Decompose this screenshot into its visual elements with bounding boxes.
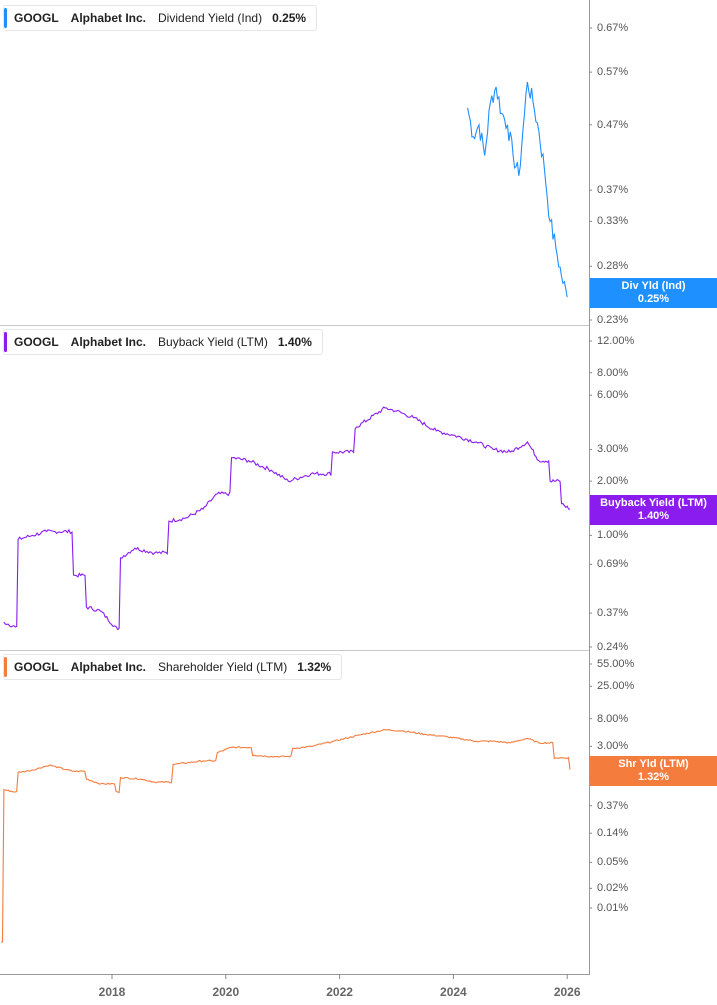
y-tick-label: 0.37%: [597, 799, 629, 812]
y-tick-label: 0.37%: [597, 184, 629, 197]
last-value-tag-shareholder: Shr Yld (LTM) 1.32%: [590, 756, 717, 786]
dividend-yield-line: [467, 81, 568, 298]
y-tick-label: 25.00%: [597, 680, 635, 693]
metric-label: Buyback Yield (LTM): [158, 335, 268, 349]
company-label: Alphabet Inc.: [70, 660, 147, 674]
y-tick-label: 0.33%: [597, 215, 629, 228]
y-tick-label: 1.00%: [597, 529, 629, 542]
last-value-tag-dividend: Div Yld (Ind) 0.25%: [590, 278, 717, 308]
y-tick-label: 0.57%: [597, 66, 629, 79]
y-tick-label: 0.05%: [597, 856, 629, 869]
x-tick-label: 2024: [440, 985, 467, 999]
y-tick-label: 0.47%: [597, 118, 629, 131]
y-tick-label: 0.69%: [597, 558, 629, 571]
last-value-tag-buyback: Buyback Yield (LTM) 1.40%: [590, 495, 717, 525]
y-tick-label: 8.00%: [597, 712, 629, 725]
x-tick-label: 2018: [98, 985, 126, 999]
ticker-label: GOOGL: [14, 660, 59, 674]
ticker-label: GOOGL: [14, 335, 59, 349]
y-tick-label: 6.00%: [597, 389, 629, 402]
x-tick-label: 2022: [326, 985, 353, 999]
tag-value: 0.25%: [637, 293, 670, 305]
series-color-marker: [4, 8, 7, 28]
y-tick-label: 12.00%: [597, 335, 635, 347]
y-tick-label: 3.00%: [597, 443, 629, 456]
metric-label: Dividend Yield (Ind): [158, 11, 263, 25]
legend-buyback-yield: GOOGL Alphabet Inc. Buyback Yield (LTM) …: [3, 329, 323, 355]
legend-dividend-yield: GOOGL Alphabet Inc. Dividend Yield (Ind)…: [3, 5, 318, 31]
metric-label: Shareholder Yield (LTM): [158, 660, 288, 674]
tag-value: 1.40%: [637, 510, 670, 522]
x-tick-label: 2026: [553, 985, 581, 999]
ticker-label: GOOGL: [14, 11, 59, 25]
y-tick-label: 0.14%: [597, 827, 629, 840]
y-tick-label: 0.28%: [597, 260, 629, 273]
metric-value: 1.32%: [297, 660, 332, 674]
y-tick-label: 0.67%: [597, 22, 629, 34]
tag-label: Div Yld (Ind): [621, 280, 686, 292]
series-color-marker: [4, 332, 7, 352]
x-tick-label: 2020: [212, 985, 240, 999]
tag-value: 1.32%: [637, 771, 670, 783]
legend-shareholder-yield: GOOGL Alphabet Inc. Shareholder Yield (L…: [3, 654, 343, 680]
y-tick-label: 0.24%: [597, 641, 629, 653]
y-tick-label: 3.00%: [597, 740, 629, 753]
x-axis-ticks: [111, 974, 568, 979]
company-label: Alphabet Inc.: [70, 335, 147, 349]
metric-value: 1.40%: [277, 335, 312, 349]
y-tick-label: 0.23%: [597, 314, 629, 326]
metric-value: 0.25%: [272, 11, 307, 25]
buyback-yield-line: [3, 406, 570, 631]
y-tick-label: 2.00%: [597, 475, 629, 488]
tag-label: Shr Yld (LTM): [618, 758, 689, 770]
y-tick-label: 0.37%: [597, 607, 629, 620]
y-tick-label: 55.00%: [597, 658, 635, 670]
shareholder-yield-line: [0, 728, 571, 943]
tag-label: Buyback Yield (LTM): [600, 497, 707, 509]
series-color-marker: [4, 657, 7, 677]
y-tick-label: 0.02%: [597, 882, 629, 895]
y-tick-label: 8.00%: [597, 366, 629, 379]
company-label: Alphabet Inc.: [70, 11, 147, 25]
y-tick-label: 0.01%: [597, 902, 629, 914]
